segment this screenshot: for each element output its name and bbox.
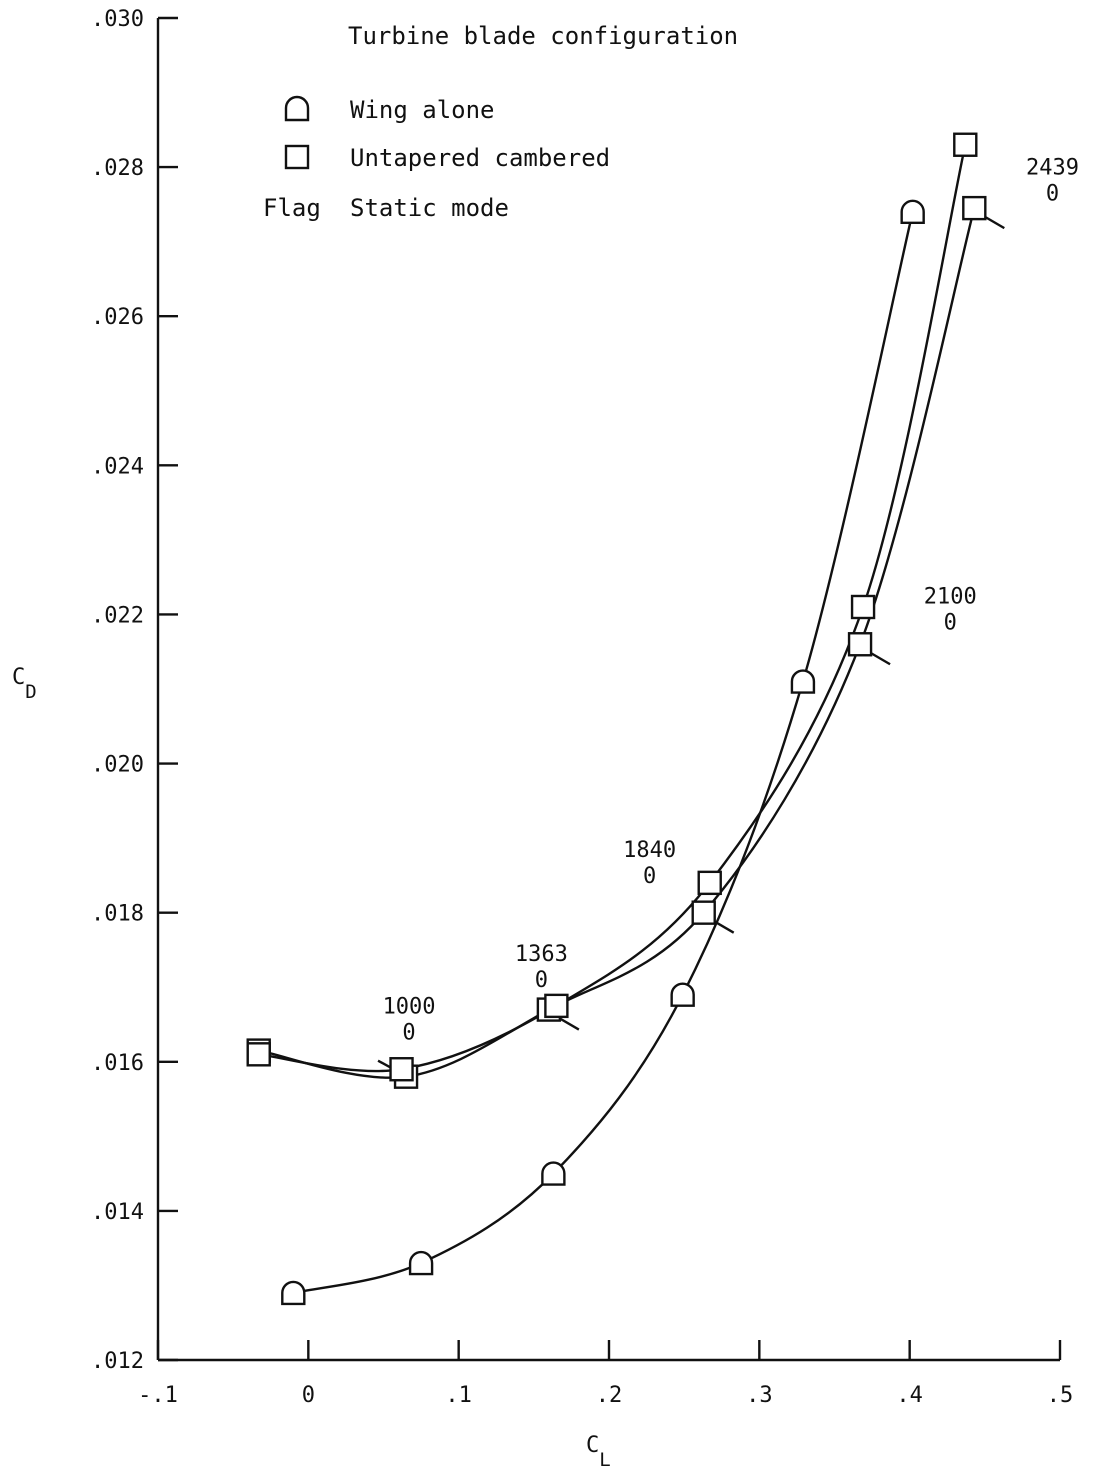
annotation-label: 2439: [1026, 156, 1079, 181]
square-marker: [389, 1057, 414, 1082]
axes: .012 .014 .016 .018 .020 .022 .024 .026 .028 .030…: [91, 7, 1073, 1408]
square-marker: [850, 594, 876, 620]
square-marker: [697, 870, 722, 896]
square-marker: [691, 900, 716, 925]
square-marker: [847, 632, 873, 657]
annotation-label: 1840: [623, 838, 676, 863]
x-tick-label: .4: [896, 1383, 923, 1408]
annotation-label: 0: [944, 610, 957, 635]
markers: [246, 132, 987, 1306]
square-marker: [962, 195, 987, 221]
y-tick-label: .022: [91, 603, 144, 628]
square-marker: [544, 993, 569, 1019]
y-tick-label: .018: [91, 902, 144, 927]
x-axis-title-sub: L: [599, 1449, 610, 1471]
legend-label-wing-alone: Wing alone: [350, 96, 495, 124]
half-round-marker: [670, 982, 695, 1007]
series-line-0: [293, 211, 914, 1295]
legend-label-static-mode: Static mode: [350, 194, 509, 222]
legend: Turbine blade configuration Wing alone U…: [263, 22, 738, 222]
x-axis-title-main: C: [586, 1433, 599, 1458]
annotation-label: 1363: [515, 942, 568, 967]
legend-label-untapered-cambered: Untapered cambered: [350, 144, 610, 172]
axis-titles: CD CL: [12, 665, 611, 1471]
y-axis-title: CD: [12, 665, 37, 703]
square-marker: [953, 132, 978, 157]
half-round-marker: [790, 669, 816, 694]
half-round-marker: [900, 199, 925, 225]
flags: [377, 213, 1005, 1074]
y-tick-label: .028: [91, 156, 144, 181]
x-tick-label: 0: [302, 1383, 315, 1408]
annotation-label: 0: [402, 1020, 415, 1045]
x-tick-label: .3: [746, 1383, 773, 1408]
x-axis-title: CL: [586, 1433, 611, 1471]
y-tick-label: .016: [91, 1051, 144, 1076]
x-tick-label: .5: [1047, 1383, 1074, 1408]
half-round-marker: [281, 1280, 306, 1306]
half-round-marker: [408, 1250, 434, 1276]
y-axis-title-main: C: [12, 665, 25, 690]
legend-flag-prefix: Flag: [263, 194, 321, 222]
y-axis-title-sub: D: [25, 681, 36, 703]
x-tick-label: .2: [596, 1383, 623, 1408]
half-round-marker: [541, 1161, 566, 1186]
legend-square-marker: [284, 144, 310, 170]
y-tick-label: .020: [91, 753, 144, 778]
annotation-label: 0: [535, 968, 548, 993]
y-tick-label: .014: [91, 1200, 144, 1225]
annotation-label: 2100: [924, 584, 977, 609]
y-tick-label: .026: [91, 305, 144, 330]
annotation-label: 0: [1046, 182, 1059, 207]
annotation-label: 1000: [383, 994, 436, 1019]
square-marker: [246, 1042, 271, 1067]
x-tick-label: .1: [445, 1383, 472, 1408]
y-tick-label: .030: [91, 7, 144, 32]
chart-title: Turbine blade configuration: [348, 22, 738, 50]
legend-half-round-marker: [284, 95, 310, 122]
curves: [258, 144, 976, 1295]
x-tick-label: -.1: [138, 1383, 178, 1408]
y-tick-label: .024: [91, 454, 144, 479]
annotation-label: 0: [643, 864, 656, 889]
y-tick-label: .012: [91, 1349, 144, 1374]
